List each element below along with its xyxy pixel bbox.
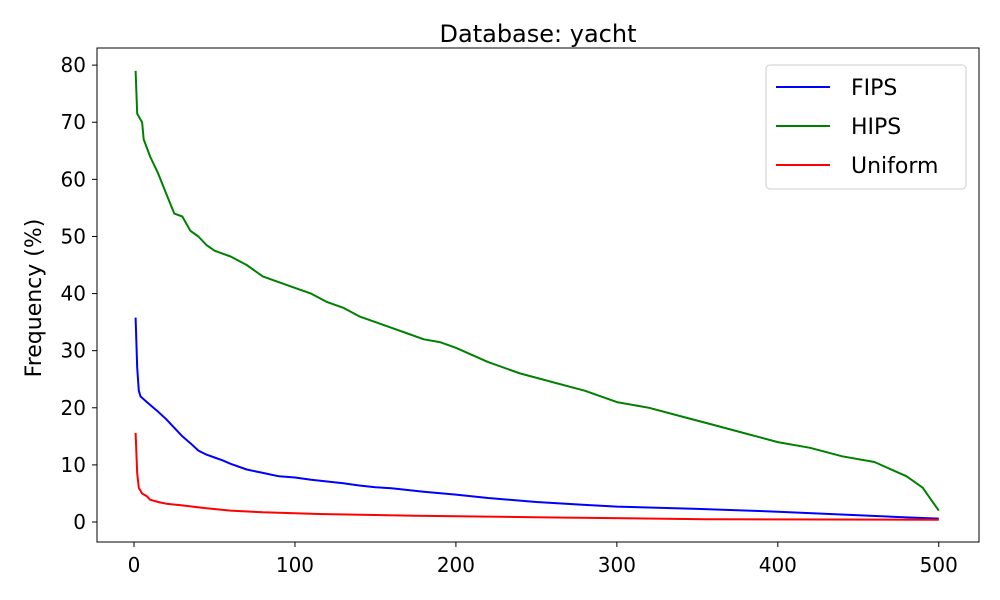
y-tick-label: 20 [61, 396, 86, 420]
plot-area-frame [96, 47, 980, 543]
y-tick-label: 70 [61, 110, 86, 134]
y-tick-label: 30 [61, 339, 86, 363]
axis-ticks: 0 100 200 300 400 500 0 10 20 30 40 50 60 70 80 [61, 53, 958, 577]
x-tick-label: 300 [598, 553, 636, 577]
y-tick-label: 80 [61, 53, 86, 77]
y-axis-label: Frequency (%) [22, 219, 47, 378]
y-tick-label: 10 [61, 453, 86, 477]
series-line-hips [134, 70, 940, 512]
chart-title: Database: yacht [440, 20, 637, 48]
legend-box [765, 64, 967, 190]
x-tick-label: 500 [920, 553, 958, 577]
series-line-fips [134, 317, 939, 520]
x-tick-label: 200 [437, 553, 475, 577]
y-tick-label: 0 [73, 510, 86, 534]
x-tick-label: 100 [276, 553, 314, 577]
legend-label-hips: HIPS [851, 115, 901, 140]
series-line-uniform [134, 432, 939, 521]
x-tick-label: 0 [128, 553, 141, 577]
y-tick-label: 50 [61, 224, 86, 248]
y-tick-label: 40 [61, 282, 86, 306]
legend: FIPS HIPS Uniform [765, 64, 967, 190]
series-lines [134, 70, 940, 521]
y-tick-label: 60 [61, 167, 86, 191]
legend-label-fips: FIPS [851, 76, 897, 101]
legend-label-uniform: Uniform [851, 154, 938, 179]
x-tick-label: 400 [759, 553, 797, 577]
